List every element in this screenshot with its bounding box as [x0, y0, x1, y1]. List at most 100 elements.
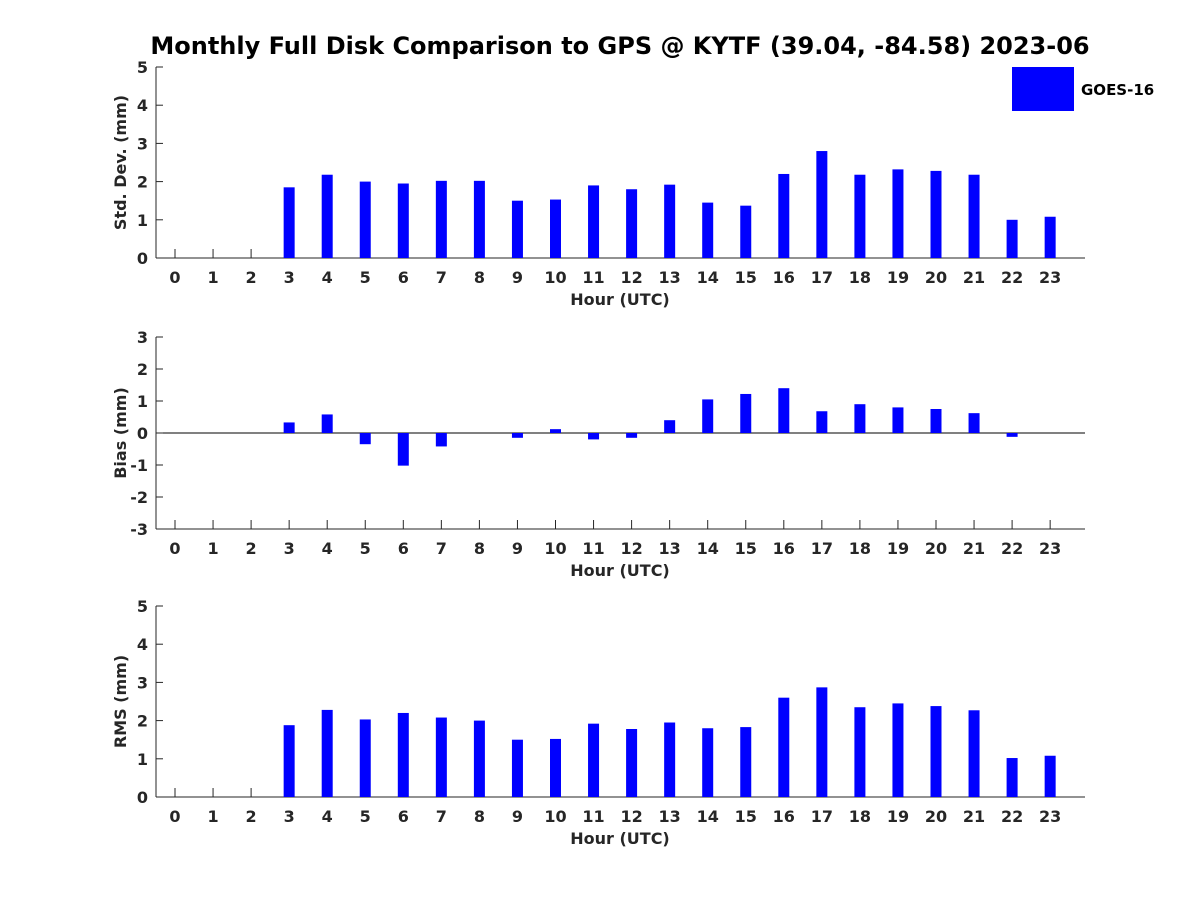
- x-tick-label: 3: [284, 268, 295, 287]
- y-axis-label: RMS (mm): [111, 655, 130, 748]
- bar-hour-23: [1044, 755, 1056, 797]
- bar-hour-21: [968, 413, 980, 433]
- x-tick-label: 16: [773, 807, 795, 826]
- x-tick-label: 21: [963, 539, 985, 558]
- bar-hour-21: [968, 174, 980, 258]
- x-axis-label: Hour (UTC): [570, 561, 670, 580]
- bar-hour-15: [740, 393, 752, 433]
- y-tick-label: 0: [137, 249, 148, 268]
- x-tick-label: 13: [659, 807, 681, 826]
- x-tick-label: 16: [773, 539, 795, 558]
- x-tick-label: 18: [849, 807, 871, 826]
- x-tick-label: 0: [169, 268, 180, 287]
- x-tick-label: 3: [284, 539, 295, 558]
- bar-hour-16: [778, 697, 790, 797]
- bar-hour-9: [511, 433, 523, 438]
- x-tick-label: 5: [360, 807, 371, 826]
- bar-hour-6: [397, 712, 409, 797]
- bar-hour-17: [816, 411, 828, 433]
- y-tick-label: 2: [137, 712, 148, 731]
- bar-hour-19: [892, 169, 904, 258]
- x-tick-label: 22: [1001, 807, 1023, 826]
- y-tick-label: -3: [130, 520, 148, 539]
- x-tick-label: 20: [925, 807, 947, 826]
- bar-hour-3: [283, 187, 295, 258]
- x-tick-label: 9: [512, 807, 523, 826]
- bar-hour-3: [283, 422, 295, 433]
- bar-hour-22: [1006, 219, 1018, 258]
- bar-hour-12: [626, 729, 638, 797]
- bar-hour-19: [892, 407, 904, 433]
- x-tick-label: 15: [735, 539, 757, 558]
- x-tick-label: 15: [735, 268, 757, 287]
- bar-hour-5: [359, 433, 371, 445]
- bar-hour-7: [435, 180, 447, 258]
- x-tick-label: 9: [512, 539, 523, 558]
- x-tick-label: 10: [544, 268, 566, 287]
- x-tick-label: 8: [474, 539, 485, 558]
- bar-hour-15: [740, 205, 752, 258]
- x-tick-label: 22: [1001, 268, 1023, 287]
- x-tick-label: 7: [436, 268, 447, 287]
- bar-hour-5: [359, 181, 371, 258]
- x-tick-label: 7: [436, 807, 447, 826]
- bar-hour-4: [321, 709, 333, 797]
- x-tick-label: 14: [697, 268, 719, 287]
- x-tick-label: 4: [322, 268, 333, 287]
- legend: GOES-16: [1012, 67, 1154, 111]
- x-tick-label: 4: [322, 807, 333, 826]
- x-tick-label: 9: [512, 268, 523, 287]
- x-tick-label: 10: [544, 807, 566, 826]
- x-tick-label: 11: [582, 807, 604, 826]
- bar-hour-17: [816, 687, 828, 797]
- x-tick-label: 2: [246, 539, 257, 558]
- bar-hour-18: [854, 174, 866, 258]
- x-tick-label: 12: [620, 268, 642, 287]
- x-tick-label: 12: [620, 807, 642, 826]
- x-tick-label: 13: [659, 268, 681, 287]
- x-tick-label: 8: [474, 268, 485, 287]
- x-tick-label: 7: [436, 539, 447, 558]
- bar-hour-5: [359, 719, 371, 797]
- x-tick-label: 17: [811, 539, 833, 558]
- x-tick-label: 1: [207, 807, 218, 826]
- x-tick-label: 23: [1039, 807, 1061, 826]
- x-tick-label: 11: [582, 539, 604, 558]
- bar-hour-4: [321, 174, 333, 258]
- x-tick-label: 22: [1001, 539, 1023, 558]
- legend-label: GOES-16: [1081, 81, 1154, 99]
- y-tick-label: 5: [137, 58, 148, 77]
- legend-swatch: [1012, 67, 1074, 111]
- bar-hour-13: [664, 722, 676, 797]
- x-tick-label: 11: [582, 268, 604, 287]
- bar-hour-9: [511, 200, 523, 258]
- bar-hour-11: [588, 433, 600, 440]
- y-tick-label: 5: [137, 597, 148, 616]
- y-tick-label: 3: [137, 328, 148, 347]
- x-tick-label: 4: [322, 539, 333, 558]
- bar-hour-22: [1006, 758, 1018, 797]
- x-tick-label: 16: [773, 268, 795, 287]
- x-tick-label: 6: [398, 807, 409, 826]
- bar-hour-15: [740, 727, 752, 797]
- x-tick-label: 0: [169, 539, 180, 558]
- bar-hour-8: [473, 180, 485, 258]
- bar-hour-10: [550, 199, 561, 258]
- x-tick-label: 20: [925, 539, 947, 558]
- x-tick-label: 18: [849, 268, 871, 287]
- x-tick-label: 18: [849, 539, 871, 558]
- y-tick-label: 1: [137, 211, 148, 230]
- bar-hour-22: [1006, 433, 1018, 437]
- bar-hour-17: [816, 151, 828, 258]
- x-tick-label: 0: [169, 807, 180, 826]
- y-tick-label: 0: [137, 788, 148, 807]
- bar-hour-14: [702, 399, 714, 433]
- x-tick-label: 1: [207, 539, 218, 558]
- y-tick-label: 4: [137, 635, 148, 654]
- y-axis-label: Bias (mm): [111, 387, 130, 479]
- y-tick-label: 3: [137, 673, 148, 692]
- x-tick-label: 19: [887, 807, 909, 826]
- bar-hour-7: [435, 433, 447, 447]
